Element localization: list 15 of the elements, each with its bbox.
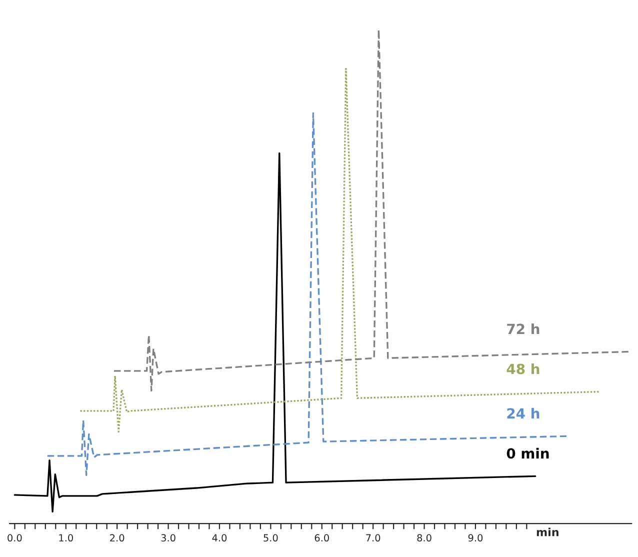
x-axis-title: min: [536, 528, 558, 536]
x-tick-label: 9.0: [468, 534, 483, 542]
series-label: 24 h: [507, 408, 540, 418]
series-label: 72 h: [507, 323, 540, 334]
x-tick-label: 2.0: [110, 534, 124, 542]
x-tick-label: 6.0: [314, 534, 329, 542]
x-tick-label: 7.0: [366, 534, 380, 542]
series-label: 48 h: [506, 363, 540, 374]
x-tick-label: 5.0: [264, 534, 278, 542]
x-tick-label: 1.0: [59, 534, 73, 542]
x-tick-label: 0.0: [8, 534, 22, 542]
x-tick-label: 4.0: [212, 534, 227, 542]
x-tick-label: 3.0: [161, 534, 176, 542]
series-label: 0 min: [506, 448, 549, 459]
x-tick-label: 8.0: [417, 534, 432, 542]
